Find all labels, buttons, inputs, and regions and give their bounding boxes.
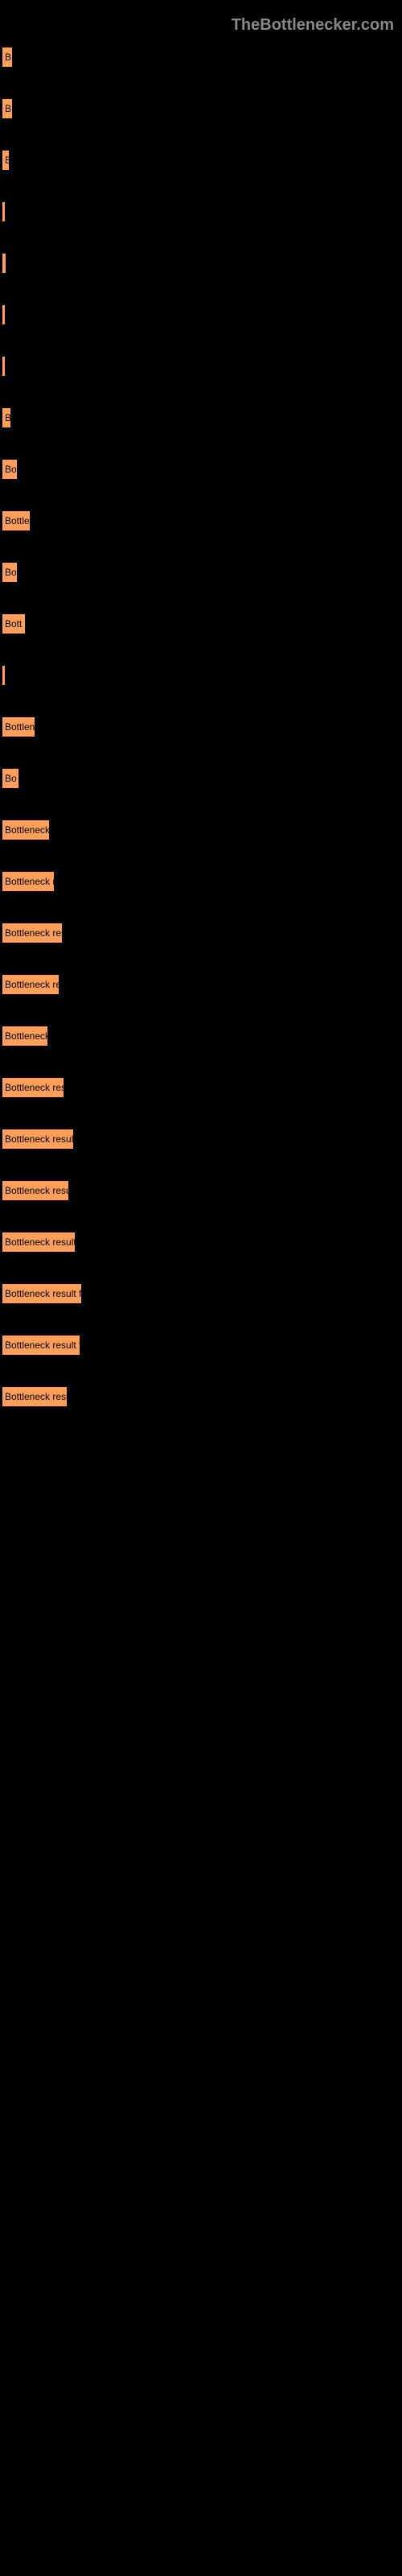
bar-row: Bo [2,562,402,583]
bar-row: Bottleneck res [2,923,402,943]
bar-row: Bo [2,768,402,789]
bar-label: B [5,52,11,63]
bar-row [2,665,402,686]
bar: Bottleneck res [2,1077,64,1098]
bar-row [2,304,402,325]
bar-label: Bottle [5,515,30,526]
bar-row [2,201,402,222]
bar [2,665,6,686]
bar-row: Bottleneck result f [2,1335,402,1356]
bar-label: Bottleneck result [5,1133,74,1145]
bar-row: Bottleneck resu [2,1180,402,1201]
bar-label: Bottleneck res [5,1082,64,1093]
bar: Bottleneck r [2,871,55,892]
bar: Bottleneck resu [2,1386,68,1407]
bar-chart: B B B B Bo Bottle Bo Bott Bottlen Bo Bottleneck Bot… [0,47,402,1407]
bar-row: Bottleneck result f [2,1283,402,1304]
bar: Bottleneck re [2,974,59,995]
bar-label: Bottleneck resu [5,1391,68,1402]
bar-row: Bottleneck [2,1026,402,1046]
bar: Bo [2,459,18,480]
bar-label: Bottleneck [5,1030,48,1042]
bar: Bottleneck [2,1026,48,1046]
bar-label: Bo [5,773,17,784]
bar: Bottleneck result [2,1232,76,1253]
bar-row: Bott [2,613,402,634]
bar-row: B [2,98,402,119]
watermark-text: TheBottlenecker.com [0,16,402,35]
bar-row [2,253,402,274]
bar-row: B [2,47,402,68]
bar: B [2,407,11,428]
bar [2,304,6,325]
bar: Bottleneck result f [2,1283,82,1304]
bar-row: Bottleneck re [2,974,402,995]
bar-label: Bottleneck re [5,979,59,990]
bar-label: Bo [5,464,17,475]
bar-row: Bottleneck result [2,1129,402,1150]
bar [2,253,6,274]
bar-row: Bottleneck res [2,1077,402,1098]
bar-label: Bottleneck result f [5,1288,81,1299]
bar: Bott [2,613,26,634]
bar: B [2,98,13,119]
bar: Bottlen [2,716,35,737]
bar-label: Bottleneck result [5,1236,76,1248]
bar: Bottleneck result [2,1129,74,1150]
bar: B [2,47,13,68]
bar-label: Bottleneck r [5,876,55,887]
bar: Bottle [2,510,31,531]
bar-row: Bottleneck result [2,1232,402,1253]
bar: Bo [2,768,19,789]
bar-label: B [5,103,11,114]
bar: Bo [2,562,18,583]
bar-label: Bottlen [5,721,35,733]
bar [2,356,6,377]
bar-label: Bo [5,567,17,578]
bar-row: Bottleneck r [2,871,402,892]
bar-label: B [5,412,11,423]
bar-row: Bottleneck [2,819,402,840]
bar-row: Bottleneck resu [2,1386,402,1407]
bar-row: Bo [2,459,402,480]
bar-row: B [2,150,402,171]
bar-row: Bottle [2,510,402,531]
bar-row: Bottlen [2,716,402,737]
bar: Bottleneck result f [2,1335,80,1356]
bar-label: B [5,155,10,166]
bar-row: B [2,407,402,428]
bar-label: Bott [5,618,22,630]
bar [2,201,6,222]
bar-label: Bottleneck res [5,927,63,939]
bar: Bottleneck res [2,923,63,943]
bar-label: Bottleneck resu [5,1185,69,1196]
bar-label: Bottleneck result f [5,1340,80,1351]
bar-label: Bottleneck [5,824,50,836]
bar-row [2,356,402,377]
bar: Bottleneck resu [2,1180,69,1201]
bar: Bottleneck [2,819,50,840]
bar: B [2,150,10,171]
